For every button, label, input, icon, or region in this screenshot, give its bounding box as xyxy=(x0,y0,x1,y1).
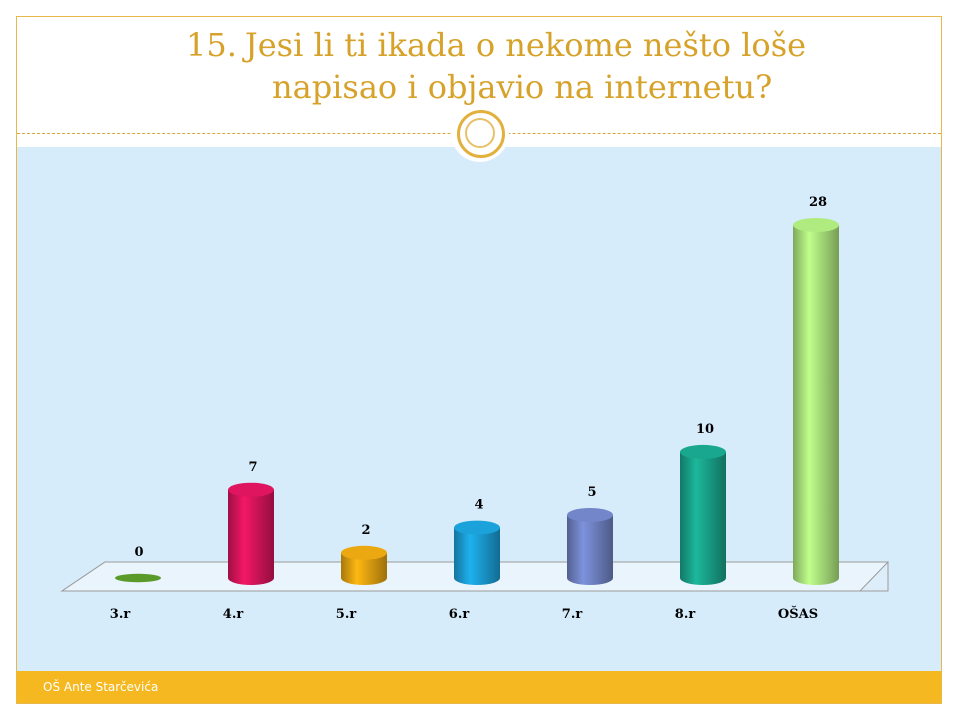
bar-7.r xyxy=(567,514,613,585)
data-label: 4 xyxy=(474,498,483,513)
data-label: 10 xyxy=(696,422,714,437)
chart-labels: 0 3.r 7 4.r 2 5.r 4 6.r 5 7.r 10 8.r 28 OŠAS xyxy=(110,195,827,622)
bar-5.r xyxy=(341,552,387,585)
footer-text: OŠ Ante Starčevića xyxy=(43,680,159,694)
category-label: 5.r xyxy=(336,607,357,622)
footer-bar: OŠ Ante Starčevića xyxy=(17,671,941,703)
title-line-2: napisao i objavio na internetu? xyxy=(272,68,773,106)
bar-top-4.r xyxy=(228,482,274,497)
data-label: 2 xyxy=(361,523,370,538)
decorative-ring-icon xyxy=(451,104,509,162)
chart-bars xyxy=(115,218,839,585)
bar-top-8.r xyxy=(680,444,726,459)
category-label: 4.r xyxy=(223,607,244,622)
data-label: 5 xyxy=(587,485,596,500)
data-label: 28 xyxy=(809,195,827,210)
bar-top-6.r xyxy=(454,520,500,535)
bar-top-7.r xyxy=(567,507,613,522)
category-label: 7.r xyxy=(562,607,583,622)
slide-frame xyxy=(16,16,942,704)
category-label: 6.r xyxy=(449,607,470,622)
bar-OŠAS xyxy=(793,225,839,585)
bar-4.r xyxy=(228,489,274,585)
bar-top-OŠAS xyxy=(793,218,839,232)
title-text-1: Jesi li ti ikada o nekome nešto loše xyxy=(244,26,807,64)
category-label: 8.r xyxy=(675,607,696,622)
slide-title: 15. Jesi li ti ikada o nekome nešto loše … xyxy=(180,24,900,108)
bar-8.r xyxy=(680,451,726,585)
data-label: 7 xyxy=(248,460,257,475)
title-line-1: 15. Jesi li ti ikada o nekome nešto loše xyxy=(180,24,900,66)
category-label: 3.r xyxy=(110,607,131,622)
bar-3.r xyxy=(115,573,161,583)
bar-6.r xyxy=(454,527,500,585)
category-label: OŠAS xyxy=(778,605,818,622)
data-label: 0 xyxy=(134,545,143,560)
bar-top-5.r xyxy=(341,545,387,560)
question-number: 15. xyxy=(186,26,237,64)
